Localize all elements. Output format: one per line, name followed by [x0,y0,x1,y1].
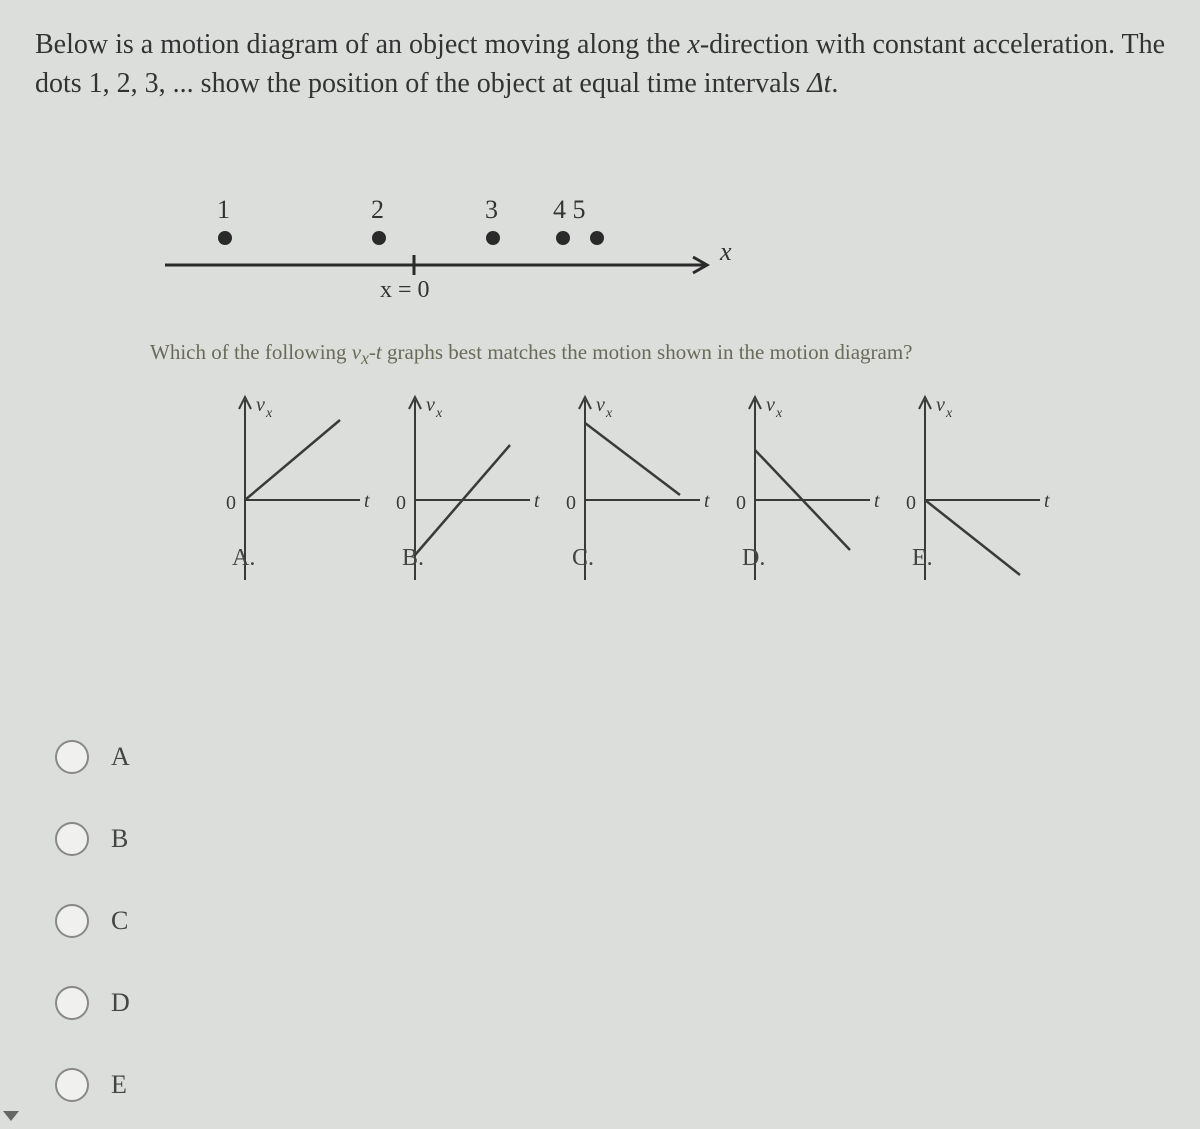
radio-b[interactable] [55,822,89,856]
q-delta: Δt [807,68,831,99]
svg-text:x: x [945,406,953,421]
motion-dot-5 [590,231,604,245]
scroll-arrow-icon[interactable] [3,1111,19,1121]
sq-sub: x [361,348,369,368]
sq-dash: - [369,340,376,364]
radio-c[interactable] [55,904,89,938]
svg-text:x: x [775,406,783,421]
choice-d[interactable]: D [55,986,130,1020]
choice-a[interactable]: A [55,740,130,774]
graphs-row: v x 0 t A. v x 0 t B. [220,395,1120,615]
choice-d-label: D [111,988,130,1018]
svg-text:0: 0 [906,492,916,514]
svg-text:0: 0 [566,492,576,514]
q-xdir: x [687,29,699,60]
svg-text:x: x [265,406,273,421]
motion-x-label: x [720,237,732,267]
svg-text:v: v [596,395,605,416]
motion-origin-label: x = 0 [380,277,430,304]
svg-text:v: v [426,395,435,416]
svg-text:t: t [874,490,880,512]
motion-dot-2 [372,231,386,245]
choice-b-label: B [111,824,128,854]
svg-text:t: t [534,490,540,512]
motion-label-3: 3 [485,195,498,225]
graph-d: v x 0 t D. [730,395,890,595]
graph-d-label: D. [742,545,765,572]
svg-text:v: v [256,395,265,416]
svg-text:t: t [364,490,370,512]
graph-c-label: C. [572,545,594,572]
motion-diagram: 1 2 3 4 5 x x = 0 [165,195,785,315]
choice-e-label: E [111,1070,127,1100]
choice-b[interactable]: B [55,822,130,856]
motion-dot-4 [556,231,570,245]
graph-a: v x 0 t A. [220,395,380,595]
radio-d[interactable] [55,986,89,1020]
graph-b: v x 0 t B. [390,395,550,595]
motion-axis-svg [165,195,785,315]
question-text: Below is a motion diagram of an object m… [35,25,1180,103]
svg-text:t: t [1044,490,1050,512]
choice-c-label: C [111,906,128,936]
choice-a-label: A [111,742,130,772]
svg-text:t: t [704,490,710,512]
q-prefix: Below is a motion diagram of an object m… [35,29,687,60]
sq-p2: graphs best matches the motion shown in … [382,340,913,364]
svg-text:x: x [605,406,613,421]
answer-choices: A B C D E [55,740,130,1129]
graph-a-label: A. [232,545,255,572]
svg-text:0: 0 [736,492,746,514]
radio-a[interactable] [55,740,89,774]
graph-e: v x 0 t E. [900,395,1060,595]
svg-text:v: v [766,395,775,416]
motion-dot-1 [218,231,232,245]
motion-label-2: 2 [371,195,384,225]
graph-e-label: E. [912,545,933,572]
radio-e[interactable] [55,1068,89,1102]
sq-vx: v [352,340,361,364]
sq-p1: Which of the following [150,340,352,364]
motion-label-1: 1 [217,195,230,225]
svg-text:0: 0 [226,492,236,514]
svg-text:v: v [936,395,945,416]
motion-label-45: 4 5 [553,195,586,225]
svg-text:0: 0 [396,492,406,514]
sub-question: Which of the following vx-t graphs best … [150,340,1170,369]
page: Below is a motion diagram of an object m… [0,0,1200,1129]
q-suffix: . [831,68,838,99]
svg-text:x: x [435,406,443,421]
choice-e[interactable]: E [55,1068,130,1102]
choice-c[interactable]: C [55,904,130,938]
graph-b-label: B. [402,545,424,572]
motion-dot-3 [486,231,500,245]
graph-c: v x 0 t C. [560,395,720,595]
